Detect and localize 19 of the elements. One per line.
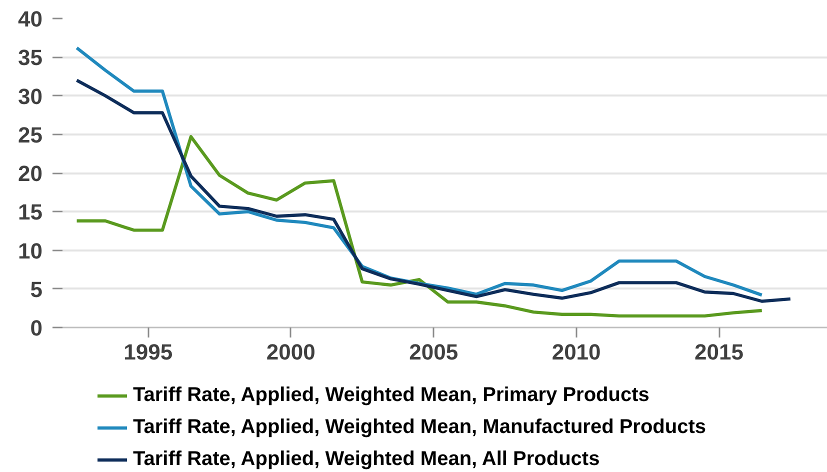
y-tick-label: 40 <box>18 6 43 32</box>
legend-label: Tariff Rate, Applied, Weighted Mean, Primary Products <box>133 383 650 408</box>
legend-label: Tariff Rate, Applied, Weighted Mean, All Products <box>133 447 600 472</box>
y-tick-label: 30 <box>18 84 43 109</box>
legend-label: Tariff Rate, Applied, Weighted Mean, Manufactured Products <box>133 415 706 440</box>
y-tick-label: 15 <box>18 200 43 225</box>
x-tick-label: 1995 <box>124 340 173 364</box>
x-tick-label: 2015 <box>694 340 744 364</box>
y-tick-label: 5 <box>30 276 43 302</box>
line-series <box>75 135 764 318</box>
x-tick-label: 2000 <box>266 340 316 364</box>
y-tick-label: 10 <box>18 238 43 264</box>
y-tick-label: 35 <box>18 45 43 70</box>
y-tick-label: 20 <box>18 161 43 186</box>
y-tick-label: 0 <box>30 316 43 340</box>
x-tick-label: 2005 <box>409 340 458 364</box>
line-series <box>75 78 792 303</box>
x-tick-label: 2010 <box>552 340 601 364</box>
y-tick-label: 25 <box>18 122 43 148</box>
